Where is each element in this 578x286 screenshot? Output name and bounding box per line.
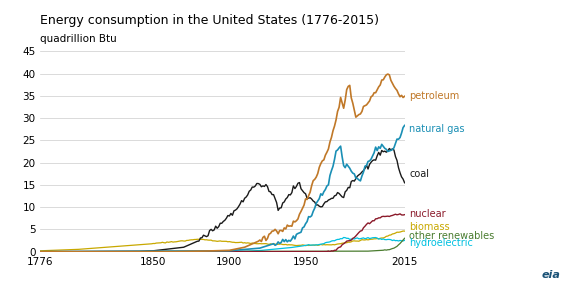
Text: Energy consumption in the United States (1776-2015): Energy consumption in the United States …: [40, 14, 380, 27]
Text: biomass: biomass: [409, 222, 450, 232]
Text: natural gas: natural gas: [409, 124, 465, 134]
Text: other renewables: other renewables: [409, 231, 494, 241]
Text: eia: eia: [542, 270, 561, 280]
Text: quadrillion Btu: quadrillion Btu: [40, 34, 117, 44]
Text: petroleum: petroleum: [409, 91, 460, 101]
Text: coal: coal: [409, 169, 429, 179]
Text: hydroelectric: hydroelectric: [409, 238, 473, 248]
Text: nuclear: nuclear: [409, 209, 446, 219]
